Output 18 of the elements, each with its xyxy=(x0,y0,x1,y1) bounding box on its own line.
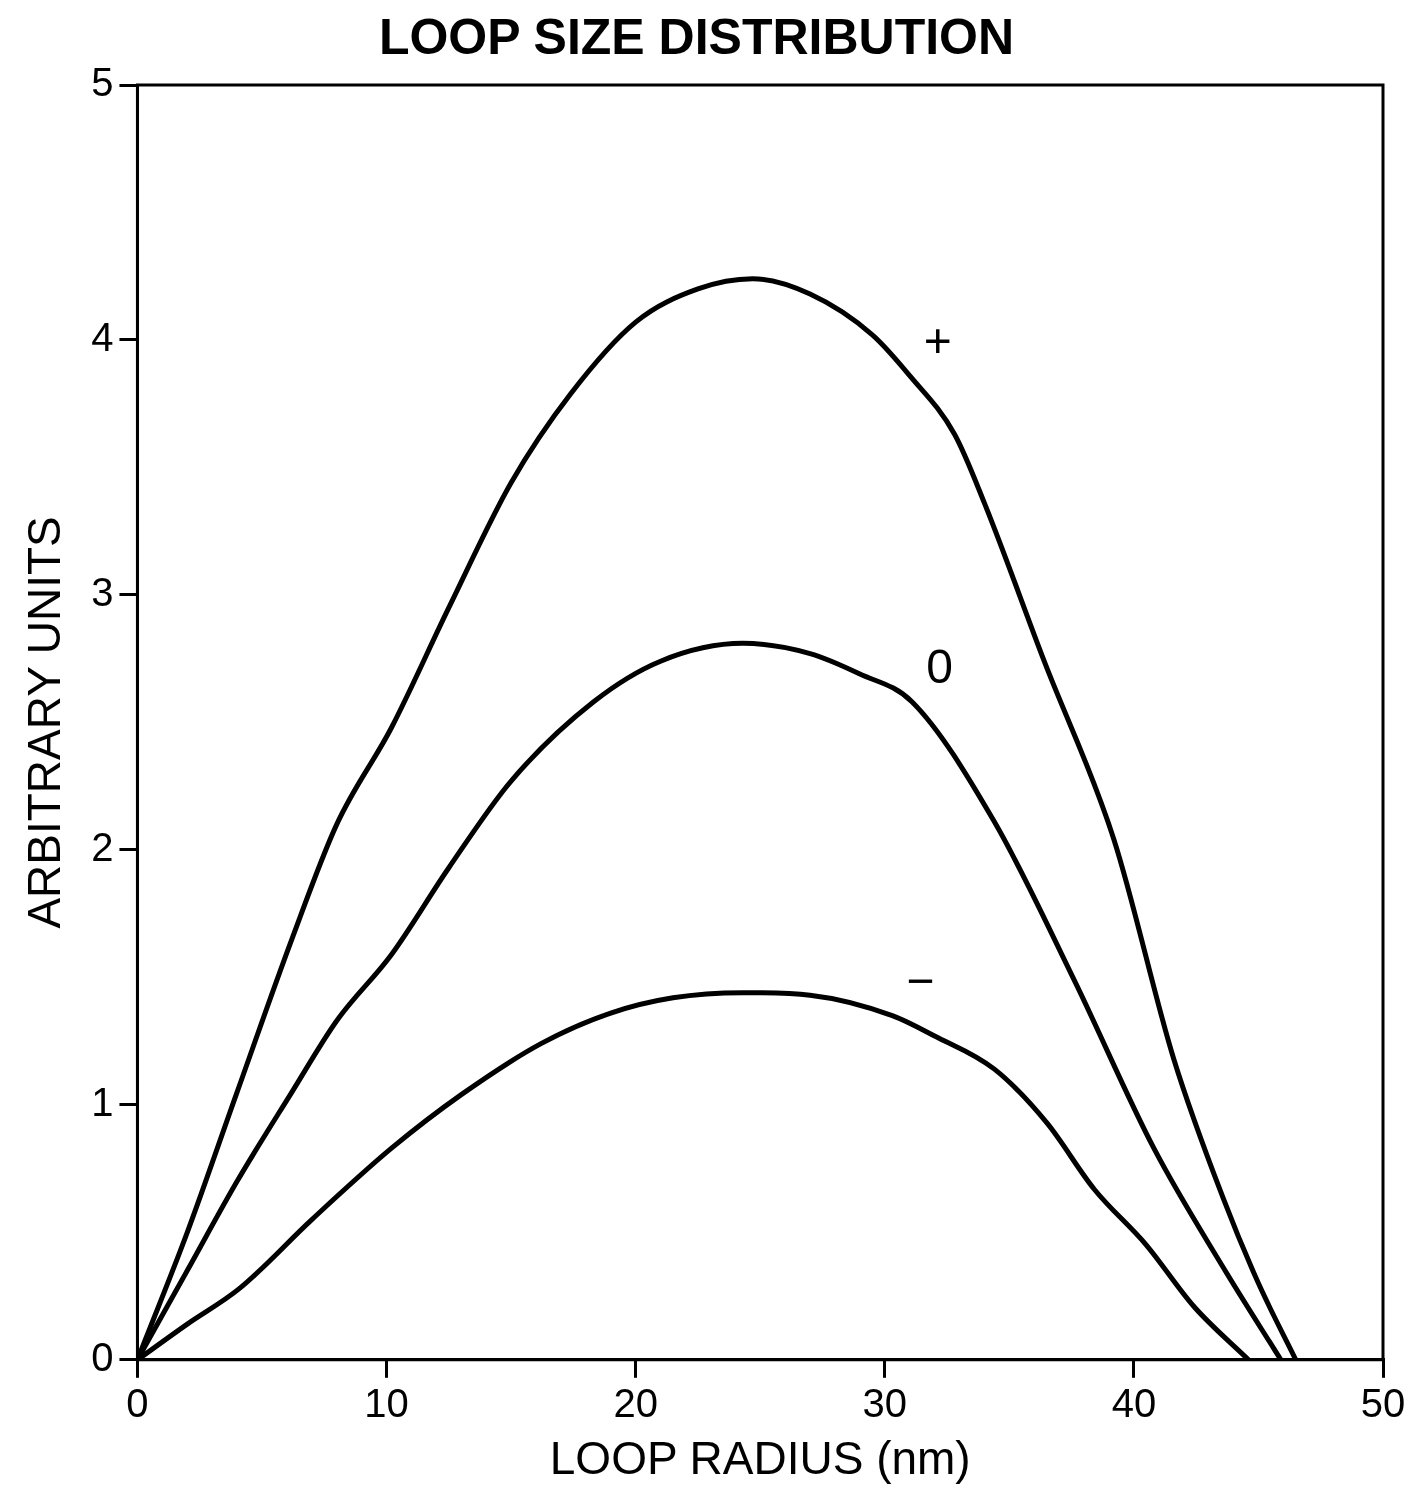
series-label: + xyxy=(923,313,952,367)
y-tick-label: 3 xyxy=(91,569,114,614)
y-tick-label: 1 xyxy=(91,1079,114,1124)
x-tick-label: 20 xyxy=(613,1380,658,1425)
x-tick-label: 0 xyxy=(126,1380,149,1425)
y-tick-label: 4 xyxy=(91,314,114,359)
y-tick-label: 2 xyxy=(91,824,114,869)
x-axis-title: LOOP RADIUS (nm) xyxy=(549,1432,971,1485)
y-tick-label: 0 xyxy=(91,1334,114,1379)
y-axis-title: ARBITRARY UNITS xyxy=(18,516,71,929)
x-tick-label: 50 xyxy=(1360,1380,1406,1425)
chart-title: LOOP SIZE DISTRIBUTION xyxy=(378,8,1015,65)
x-tick-label: 30 xyxy=(862,1380,908,1425)
x-tick-label: 40 xyxy=(1111,1380,1157,1425)
series-label: 0 xyxy=(926,640,953,694)
x-tick-label: 10 xyxy=(364,1380,409,1425)
series-label: − xyxy=(906,953,935,1007)
y-tick-label: 5 xyxy=(91,60,114,105)
